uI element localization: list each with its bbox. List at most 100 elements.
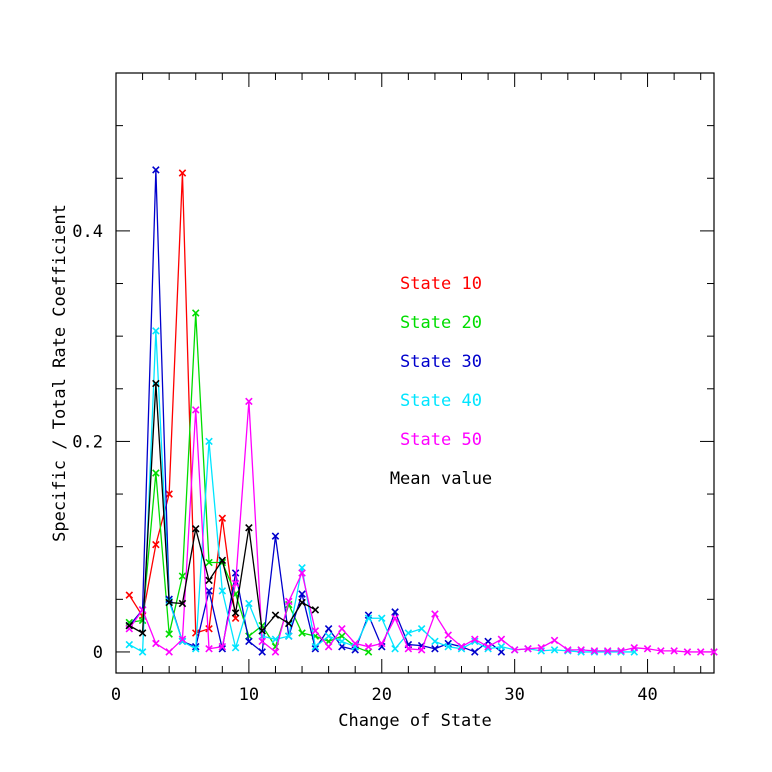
data-point (484, 642, 492, 651)
x-tick-label: 10 (239, 685, 259, 705)
data-point (231, 643, 240, 652)
data-point (590, 647, 599, 655)
data-point (324, 625, 333, 633)
data-point (457, 645, 466, 653)
data-point (178, 635, 187, 644)
data-point (298, 590, 306, 598)
y-axis-title: Specific / Total Rate Coefficient (50, 204, 70, 542)
data-point (577, 646, 585, 654)
data-point (484, 645, 492, 653)
data-point (311, 627, 320, 635)
data-point (457, 642, 466, 651)
legend: State 10 State 20 State 30 State 40 State 50… (390, 274, 492, 489)
data-point (258, 637, 266, 646)
data-point (245, 397, 253, 406)
data-point (404, 629, 413, 637)
data-point (417, 646, 426, 654)
data-point (338, 637, 346, 646)
data-point (431, 645, 439, 653)
data-point (178, 169, 187, 177)
data-point (657, 647, 665, 655)
data-point (324, 632, 333, 640)
series-5 (125, 397, 718, 656)
data-point (231, 609, 240, 617)
data-point (152, 469, 160, 477)
data-point (205, 558, 213, 567)
data-point (191, 406, 200, 414)
data-point (431, 610, 439, 618)
plot-frame (115, 72, 715, 674)
data-point (630, 643, 639, 652)
data-point (271, 611, 280, 619)
axis-ticks (115, 73, 714, 673)
data-point (138, 606, 147, 614)
data-point (564, 646, 572, 654)
data-point (324, 642, 333, 651)
data-point (218, 587, 227, 595)
data-point (298, 598, 306, 607)
data-point (271, 648, 280, 656)
data-point (364, 614, 373, 623)
data-point (471, 648, 479, 656)
data-point (710, 648, 718, 656)
data-point (298, 569, 306, 577)
data-point (391, 645, 399, 653)
series-line (128, 382, 316, 634)
data-point (311, 645, 320, 653)
legend-label: State 40 (400, 391, 482, 411)
data-point (444, 642, 452, 651)
data-point (231, 579, 240, 588)
data-point (178, 599, 187, 608)
data-point (205, 625, 213, 633)
x-tick-label: 30 (504, 685, 524, 705)
data-point (617, 647, 625, 655)
data-point (284, 632, 293, 640)
data-point (245, 599, 253, 608)
data-point (417, 625, 426, 633)
data-point (311, 642, 320, 651)
data-point (603, 647, 612, 655)
data-point (245, 523, 253, 532)
data-point (550, 636, 559, 645)
data-point (670, 647, 678, 655)
data-point (378, 614, 386, 623)
data-point (271, 532, 280, 540)
data-point (152, 379, 160, 388)
data-point (191, 309, 200, 317)
data-point (284, 597, 293, 606)
data-point (165, 598, 173, 607)
legend-label: State 20 (400, 313, 482, 333)
series-layer (125, 166, 718, 656)
data-point (125, 591, 134, 599)
data-point (165, 490, 173, 498)
data-point (471, 635, 479, 644)
data-point (696, 648, 705, 656)
data-point (298, 629, 306, 637)
data-point (205, 645, 213, 653)
series-6 (125, 379, 320, 637)
data-point (537, 643, 546, 652)
x-axis-title: Change of State (338, 711, 492, 731)
data-point (138, 648, 147, 656)
data-point (284, 619, 293, 628)
data-point (364, 642, 373, 651)
data-point (391, 608, 399, 616)
series-4 (125, 327, 639, 656)
data-point (138, 629, 147, 637)
y-tick-label: 0.4 (72, 222, 103, 242)
data-point (351, 639, 359, 648)
data-point (311, 606, 320, 614)
data-point (258, 648, 266, 656)
x-tick-label: 0 (111, 685, 121, 705)
data-point (218, 642, 227, 651)
legend-label: State 30 (400, 352, 482, 372)
data-point (510, 646, 519, 654)
data-point (444, 631, 452, 639)
data-point (338, 625, 346, 633)
data-point (191, 525, 200, 533)
data-point (391, 614, 399, 623)
y-tick-label: 0 (93, 643, 103, 663)
legend-label: Mean value (390, 469, 492, 489)
data-point (205, 576, 213, 585)
data-point (165, 648, 173, 656)
